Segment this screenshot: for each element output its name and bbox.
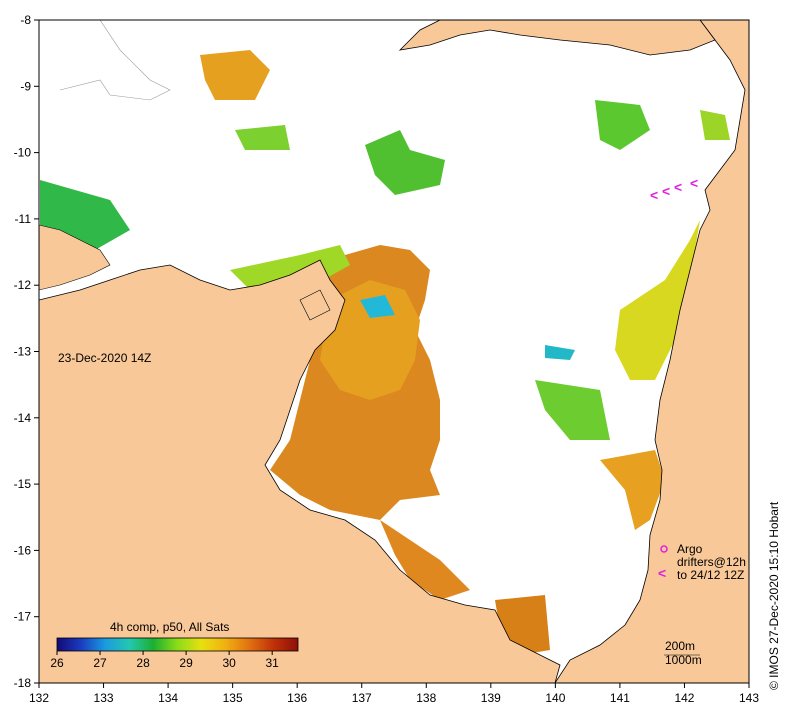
y-axis: -8 -9 -10 -11 -12 -13 -14 -15 -16 -17 -18 [14, 13, 39, 690]
map-title: 23-Dec-2020 14Z [58, 351, 151, 365]
y-tick-label: -9 [20, 79, 31, 93]
sst-swath-north-green [365, 130, 445, 195]
colorbar-tick-label: 30 [222, 656, 236, 670]
x-tick-label: 138 [416, 691, 436, 705]
drifter-arrow: < [662, 183, 670, 199]
colorbar-tick-label: 27 [93, 656, 107, 670]
sst-swath-east-coast-b [615, 220, 700, 380]
bathymetry-contour [59, 20, 171, 101]
drifter-tracks: < < < < [650, 175, 698, 203]
sst-swath-cyan [360, 295, 395, 318]
colorbar-tick-label: 26 [50, 656, 64, 670]
colorbar-tick-label: 31 [265, 656, 279, 670]
land-northwest [39, 224, 111, 291]
x-axis: 132 133 134 135 136 137 138 139 140 141 142 143 [29, 683, 759, 705]
x-tick-label: 143 [739, 691, 759, 705]
sst-swath-small-a [235, 125, 290, 150]
land-new-guinea [398, 20, 716, 56]
colorbar-title: 4h comp, p50, All Sats [110, 620, 229, 634]
land-island [299, 289, 331, 321]
drifter-arrow: < [674, 179, 682, 195]
depth-note-1000m: 1000m [665, 653, 702, 667]
colorbar-bar [56, 637, 299, 652]
drifter-arrow: < [690, 175, 698, 191]
legend: Argo drifters@12h < to 24/12 12Z [658, 542, 746, 582]
colorbar-ticks: 26 27 28 29 30 31 [50, 651, 279, 670]
legend-argo: Argo [677, 542, 703, 556]
y-tick-label: -10 [14, 146, 32, 160]
sst-swath-north-east [595, 100, 650, 150]
y-tick-label: -11 [15, 212, 32, 226]
y-tick-label: -8 [20, 13, 31, 27]
y-tick-label: -14 [14, 411, 32, 425]
x-tick-label: 133 [94, 691, 114, 705]
x-tick-label: 141 [610, 691, 630, 705]
x-tick-label: 139 [481, 691, 501, 705]
x-tick-label: 134 [158, 691, 178, 705]
colorbar-tick-label: 29 [179, 656, 193, 670]
x-tick-label: 140 [545, 691, 565, 705]
x-tick-label: 136 [287, 691, 307, 705]
legend-drifters-line1: drifters@12h [677, 555, 746, 569]
argo-icon [660, 545, 668, 553]
sst-swaths [40, 50, 730, 655]
sst-swath-north-orange [200, 50, 270, 100]
y-tick-label: -12 [14, 278, 32, 292]
y-tick-label: -16 [14, 543, 32, 557]
x-tick-label: 135 [223, 691, 243, 705]
y-tick-label: -13 [14, 345, 32, 359]
sst-swath-west-gulf-inner [320, 280, 420, 400]
drifter-arrow-icon: < [658, 565, 666, 581]
depth-note-200m: 200m [665, 639, 695, 653]
y-tick-label: -17 [14, 610, 32, 624]
land-arnhem-gulf [39, 259, 561, 683]
sst-swath-mid-green [535, 380, 610, 440]
x-tick-label: 132 [29, 691, 49, 705]
y-tick-label: -15 [14, 477, 32, 491]
legend-drifters-line2: to 24/12 12Z [677, 568, 744, 582]
sst-swath-south-a [380, 520, 470, 600]
drifter-arrow: < [650, 187, 658, 203]
credit-text: © IMOS 27-Dec-2020 15:10 Hobart [767, 501, 781, 690]
colorbar: 4h comp, p50, All Sats 26 27 28 29 30 31 [50, 620, 299, 670]
sst-swath-northeast-b [700, 110, 730, 140]
plot-area: < < < < [39, 20, 749, 683]
sst-swath-mid-north [230, 245, 350, 295]
sst-swath-small-b [545, 345, 575, 360]
y-tick-label: -18 [14, 676, 32, 690]
colorbar-tick-label: 28 [136, 656, 150, 670]
x-tick-label: 142 [674, 691, 694, 705]
sst-swath-east-coast [600, 450, 665, 530]
land-cape-york [554, 20, 749, 683]
x-tick-label: 137 [352, 691, 372, 705]
